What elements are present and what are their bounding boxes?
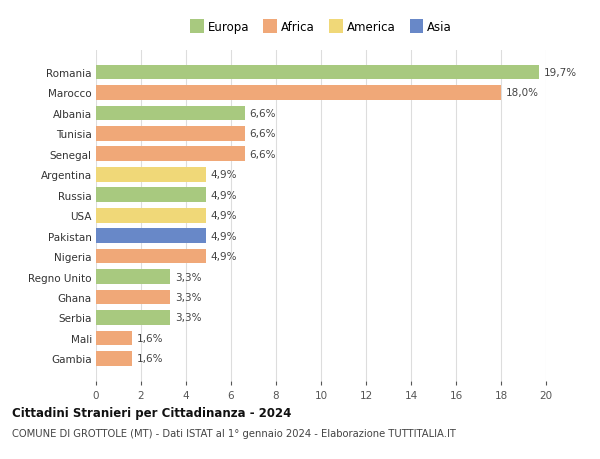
Text: 3,3%: 3,3% [175,272,201,282]
Bar [96,310,170,325]
Bar [96,127,245,141]
Text: 4,9%: 4,9% [211,252,237,262]
Text: 6,6%: 6,6% [249,109,275,119]
Text: 19,7%: 19,7% [544,68,577,78]
Bar [96,269,170,284]
Text: 6,6%: 6,6% [249,129,275,139]
Text: Cittadini Stranieri per Cittadinanza - 2024: Cittadini Stranieri per Cittadinanza - 2… [12,406,292,419]
Bar [96,249,206,264]
Text: 3,3%: 3,3% [175,292,201,302]
Bar [96,188,206,203]
Text: COMUNE DI GROTTOLE (MT) - Dati ISTAT al 1° gennaio 2024 - Elaborazione TUTTITALI: COMUNE DI GROTTOLE (MT) - Dati ISTAT al … [12,428,456,438]
Bar [96,208,206,223]
Text: 18,0%: 18,0% [505,88,539,98]
Text: 4,9%: 4,9% [211,190,237,200]
Bar [96,290,170,305]
Bar [96,168,206,182]
Bar [96,147,245,162]
Bar [96,86,501,101]
Bar [96,106,245,121]
Bar [96,331,132,346]
Bar [96,351,132,366]
Text: 3,3%: 3,3% [175,313,201,323]
Text: 1,6%: 1,6% [137,333,163,343]
Text: 4,9%: 4,9% [211,211,237,221]
Text: 6,6%: 6,6% [249,150,275,159]
Legend: Europa, Africa, America, Asia: Europa, Africa, America, Asia [185,17,457,39]
Bar [96,66,539,80]
Text: 1,6%: 1,6% [137,353,163,364]
Text: 4,9%: 4,9% [211,231,237,241]
Bar [96,229,206,243]
Text: 4,9%: 4,9% [211,170,237,180]
